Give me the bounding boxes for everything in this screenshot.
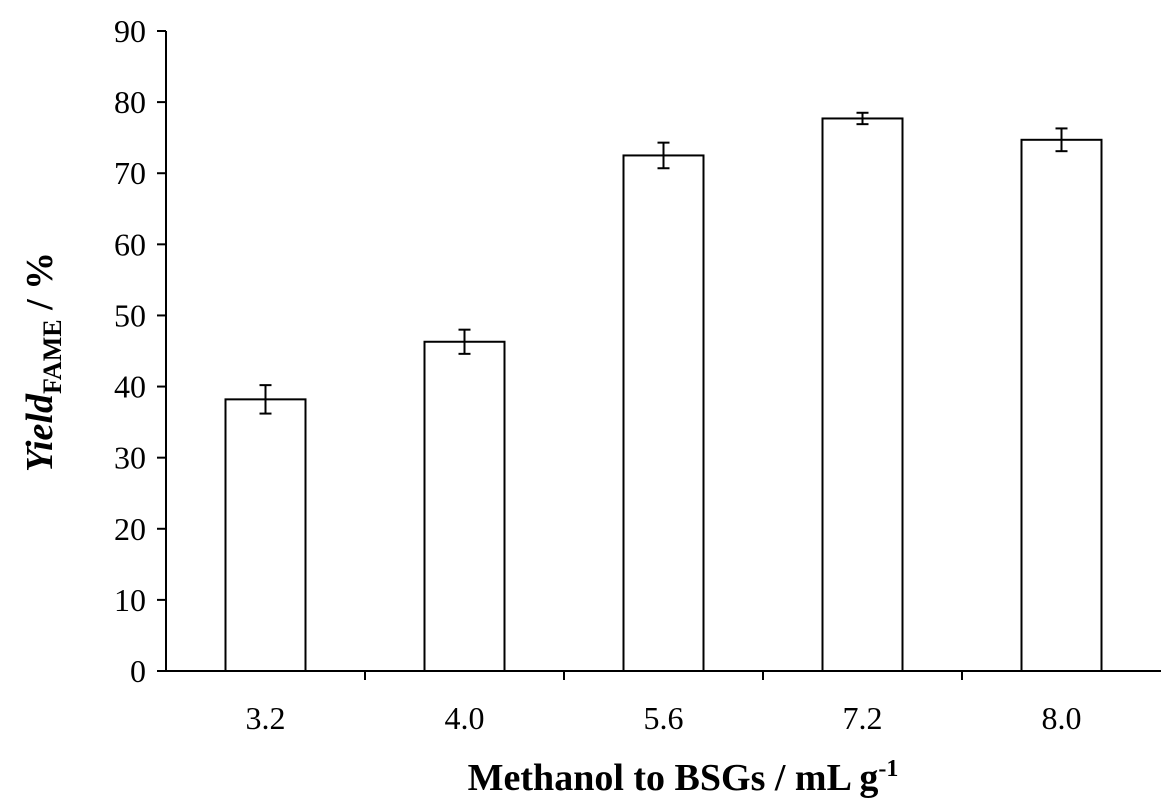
y-tick-label: 30 xyxy=(114,440,146,476)
y-tick-label: 20 xyxy=(114,511,146,547)
y-tick-label: 80 xyxy=(114,84,146,120)
x-tick-label: 8.0 xyxy=(1042,700,1082,736)
x-tick-label: 3.2 xyxy=(246,700,286,736)
x-axis-title: Methanol to BSGs / mL g-1 xyxy=(468,756,899,799)
y-tick-label: 50 xyxy=(114,297,146,333)
bar-4.0 xyxy=(423,340,506,672)
bar-7.2 xyxy=(821,117,904,672)
y-axis-title: YieldFAME / % xyxy=(19,252,67,472)
y-axis: 0 10 20 30 40 50 60 70 80 90 xyxy=(114,13,167,689)
y-axis-title-italic: Yield xyxy=(19,393,61,472)
error-bars xyxy=(259,111,1068,415)
x-tick-label: 5.6 xyxy=(644,700,684,736)
bar-8.0 xyxy=(1020,138,1103,673)
x-axis-title-superscript: -1 xyxy=(878,756,898,782)
bar-3.2 xyxy=(224,398,307,672)
y-tick-label: 70 xyxy=(114,155,146,191)
y-tick-label: 60 xyxy=(114,226,146,262)
bars xyxy=(224,117,1103,673)
y-tick-label: 90 xyxy=(114,13,146,49)
x-tick-label: 7.2 xyxy=(843,700,883,736)
x-axis-title-main: Methanol to BSGs / mL g xyxy=(468,757,879,799)
y-tick-label: 10 xyxy=(114,582,146,618)
y-tick-label: 40 xyxy=(114,369,146,405)
x-axis: 3.2 4.0 5.6 7.2 8.0 xyxy=(166,670,1161,736)
y-axis-title-subscript: FAME xyxy=(38,319,67,394)
y-tick-label: 0 xyxy=(130,653,146,689)
x-tick-label: 4.0 xyxy=(445,700,485,736)
y-axis-title-suffix: / % xyxy=(19,252,61,320)
bar-5.6 xyxy=(622,154,705,672)
